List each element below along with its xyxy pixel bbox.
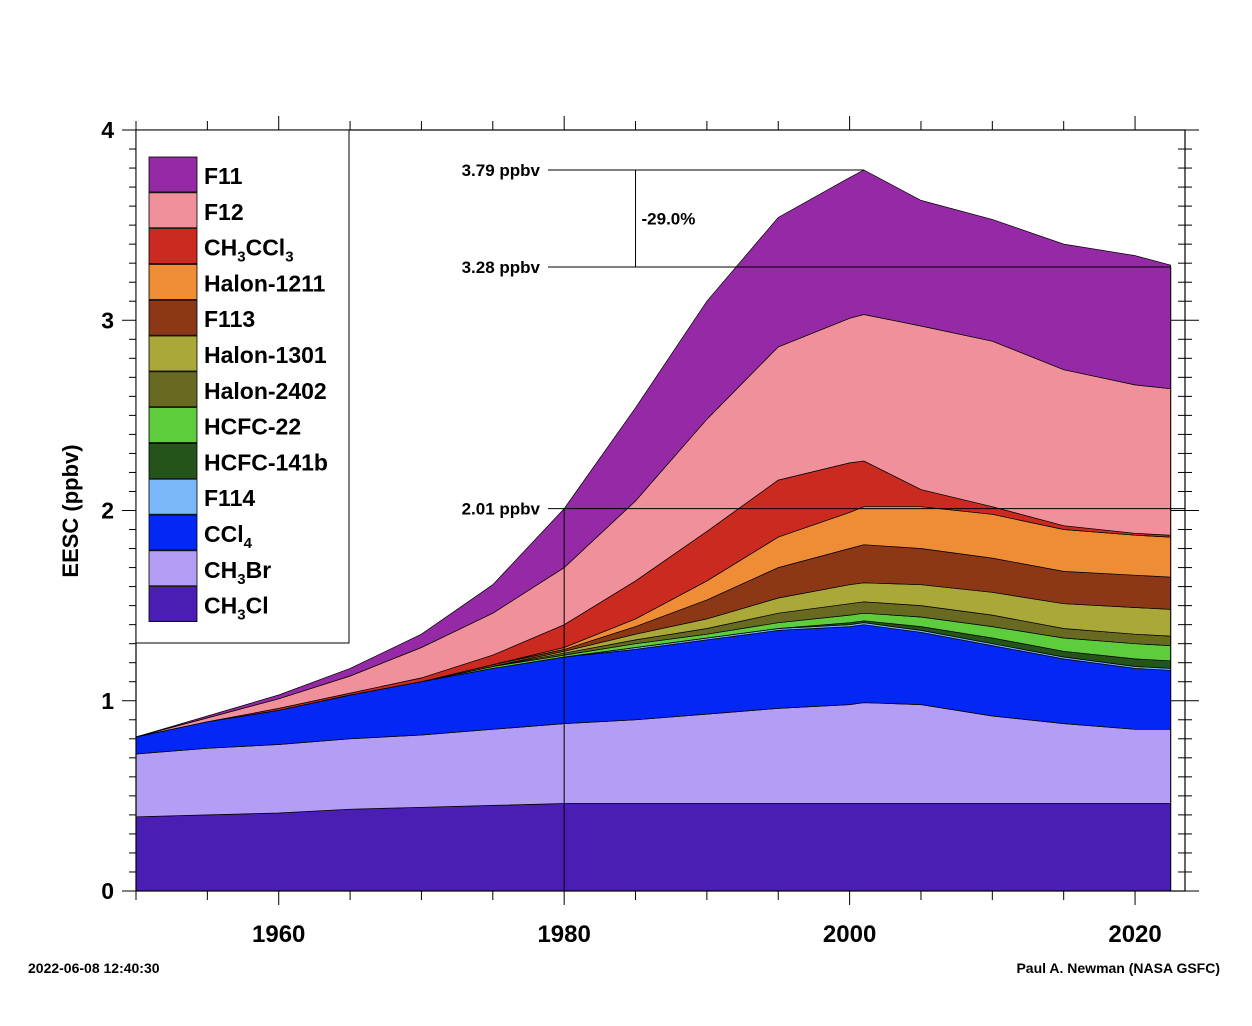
legend-label: CH3​CCl3​ (204, 235, 294, 266)
legend: F11 F12 CH3​CCl3​ Halon-1211 F113 Halon-1301 H… (135, 129, 350, 644)
legend-swatch (148, 192, 198, 229)
legend-label: F12 (204, 199, 244, 225)
legend-swatch (148, 407, 198, 444)
stacked-areas (135, 169, 1172, 892)
axes: 1960 1980 2000 2020 0 1 2 3 4 (101, 116, 1199, 948)
change-label: -29.0% (642, 209, 696, 228)
legend-label: Halon-1211 (204, 270, 326, 296)
x-tick-label: 1960 (252, 921, 305, 948)
legend-swatch (148, 514, 198, 551)
y-tick-label: 3 (101, 307, 114, 333)
y-tick-label: 4 (101, 117, 114, 143)
current-label: 3.28 ppbv (462, 258, 541, 277)
timestamp: 2022-06-08 12:40:30 (28, 960, 160, 976)
x-tick-label: 1980 (537, 921, 590, 948)
legend-swatch (148, 156, 198, 193)
legend-label: F114 (204, 485, 255, 511)
legend-swatch (148, 442, 198, 479)
x-tick-label: 2020 (1108, 921, 1161, 948)
legend-label: CH3​Cl (204, 593, 269, 624)
legend-swatch (148, 478, 198, 515)
area-ch3cl (135, 803, 1172, 892)
legend-swatch (148, 299, 198, 336)
legend-label: CH3​Br (204, 557, 271, 588)
y-tick-label: 2 (101, 498, 114, 524)
legend-label: CCl4​ (204, 521, 253, 552)
legend-swatch (148, 228, 198, 265)
y-tick-label: 0 (101, 878, 114, 904)
legend-label: F113 (204, 306, 255, 332)
legend-swatch (148, 335, 198, 372)
legend-swatch (148, 263, 198, 300)
level-1980-label: 2.01 ppbv (462, 500, 541, 519)
x-tick-label: 2000 (823, 921, 876, 948)
y-tick-label: 1 (101, 688, 114, 714)
credit: Paul A. Newman (NASA GSFC) (1016, 960, 1220, 976)
legend-label: HCFC-141b (204, 449, 328, 475)
legend-swatch (148, 371, 198, 408)
legend-swatch (148, 550, 198, 587)
legend-label: F11 (204, 163, 243, 189)
legend-label: Halon-1301 (204, 342, 327, 368)
legend-label: Halon-2402 (204, 378, 327, 404)
legend-swatch (148, 586, 198, 622)
y-axis-label: EESC (ppbv) (58, 444, 83, 577)
legend-label: HCFC-22 (204, 414, 301, 440)
annotations: 3.79 ppbv 3.28 ppbv 2.01 ppbv -29.0% (462, 161, 1185, 891)
peak-label: 3.79 ppbv (462, 161, 541, 180)
